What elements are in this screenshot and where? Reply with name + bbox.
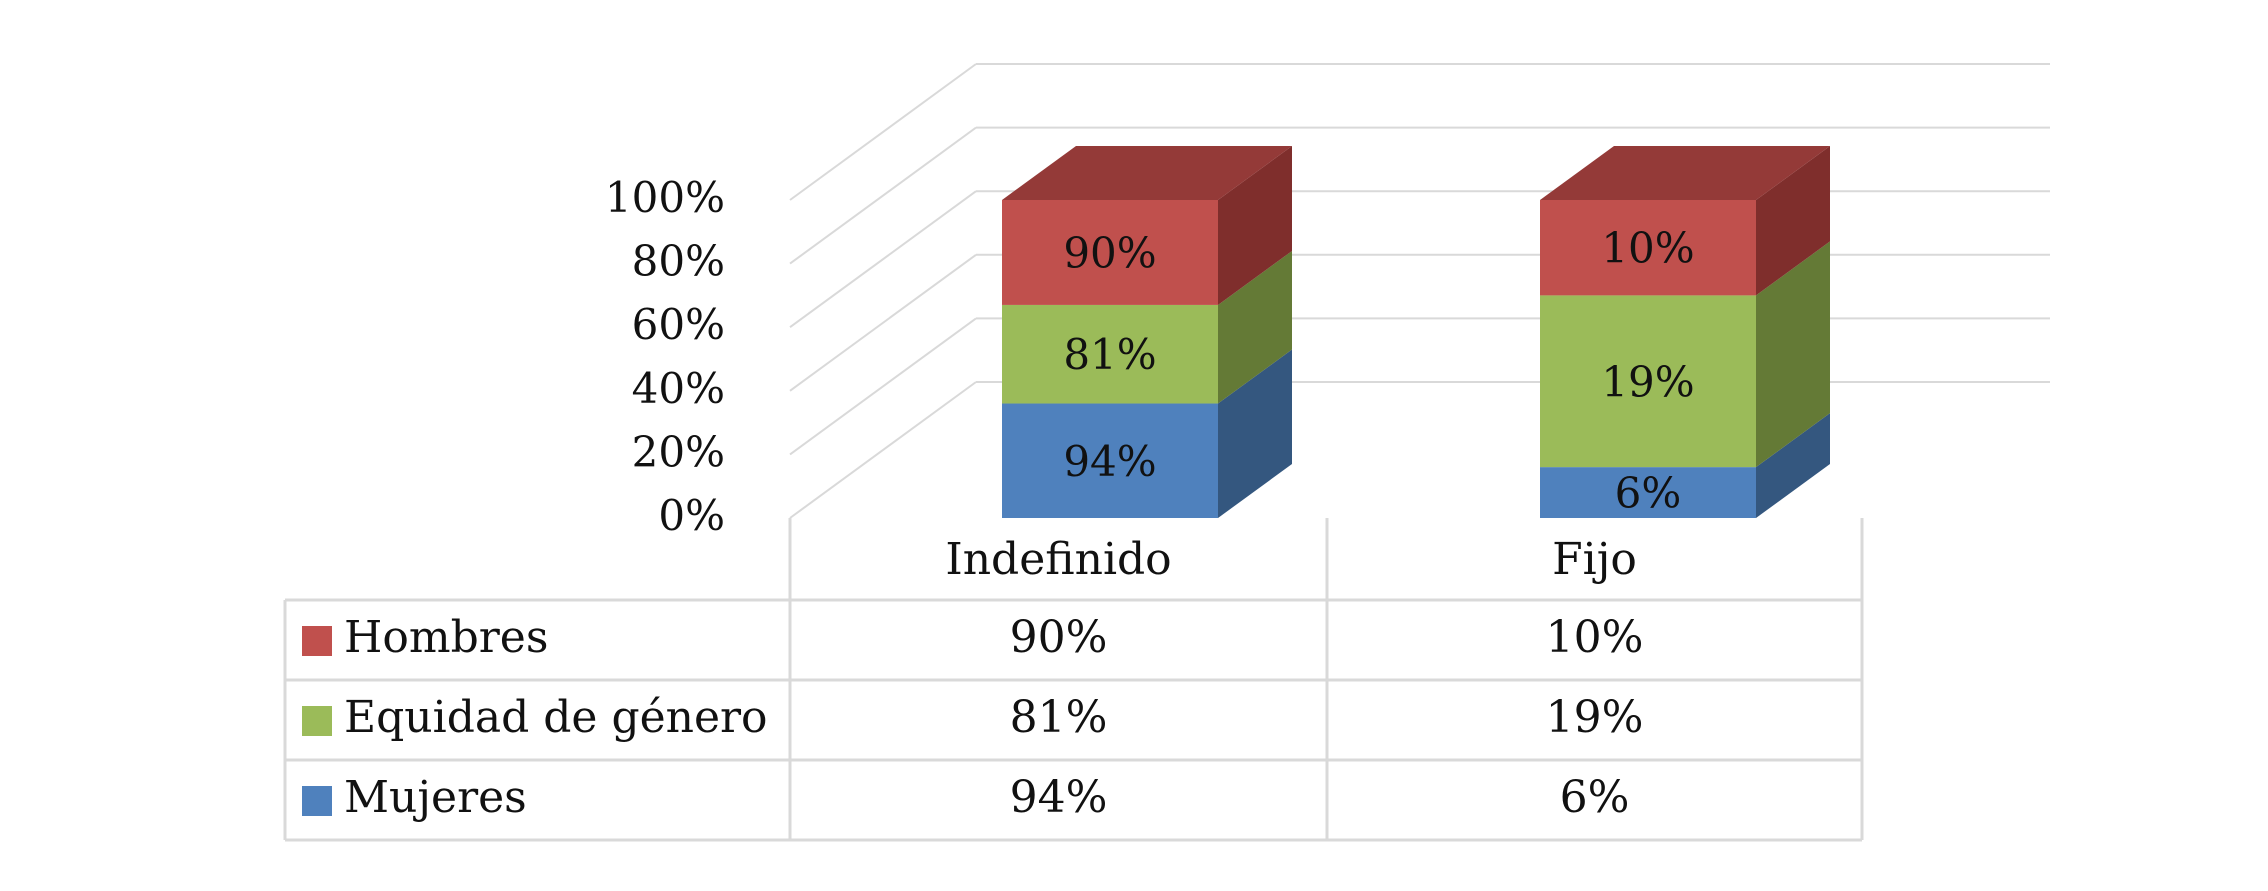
legend-swatch bbox=[302, 706, 332, 736]
bar-top bbox=[1540, 146, 1830, 200]
gridline-side bbox=[789, 63, 977, 201]
bar-segment bbox=[1002, 403, 1218, 518]
bar-side bbox=[1218, 250, 1292, 404]
table-cell-value: 81% bbox=[1010, 692, 1108, 743]
bar-segment bbox=[1540, 467, 1756, 518]
table-cell-value: 19% bbox=[1546, 692, 1644, 743]
gridline-side bbox=[789, 253, 977, 392]
bar-segment bbox=[1540, 200, 1756, 296]
y-tick-label: 40% bbox=[632, 364, 725, 413]
gridline-side bbox=[789, 190, 977, 329]
y-tick-label: 100% bbox=[605, 173, 725, 222]
data-label: 90% bbox=[1063, 228, 1156, 277]
bar-side bbox=[1756, 146, 1830, 296]
bar-segment bbox=[1540, 295, 1756, 468]
legend-label: Hombres bbox=[344, 612, 548, 663]
data-label: 19% bbox=[1601, 357, 1694, 406]
bar-segment bbox=[1002, 304, 1218, 404]
bar-segment bbox=[1002, 200, 1218, 305]
table-cell-value: 90% bbox=[1010, 612, 1108, 663]
y-tick-label: 20% bbox=[632, 427, 725, 476]
bar-top bbox=[1002, 146, 1292, 200]
data-label: 94% bbox=[1063, 437, 1156, 486]
table-cell-value: 94% bbox=[1010, 772, 1108, 823]
x-category-label: Fijo bbox=[1552, 534, 1637, 585]
table-cell-value: 6% bbox=[1560, 772, 1630, 823]
gridline-side bbox=[789, 126, 977, 265]
data-label: 6% bbox=[1615, 469, 1682, 518]
legend-label: Equidad de género bbox=[344, 692, 768, 743]
data-label: 10% bbox=[1601, 224, 1694, 273]
gridline-side bbox=[789, 317, 977, 456]
legend-swatch bbox=[302, 626, 332, 656]
bar-side bbox=[1218, 349, 1292, 518]
bar-side bbox=[1218, 146, 1292, 305]
legend-label: Mujeres bbox=[344, 772, 527, 823]
y-tick-label: 0% bbox=[658, 491, 725, 540]
x-category-label: Indefinido bbox=[945, 534, 1171, 585]
y-tick-label: 60% bbox=[632, 300, 725, 349]
bar-side bbox=[1756, 241, 1830, 468]
legend-swatch bbox=[302, 786, 332, 816]
table-cell-value: 10% bbox=[1546, 612, 1644, 663]
y-tick-label: 80% bbox=[632, 237, 725, 286]
data-label: 81% bbox=[1063, 330, 1156, 379]
bar-side bbox=[1756, 413, 1830, 518]
gridline-side bbox=[789, 381, 977, 519]
